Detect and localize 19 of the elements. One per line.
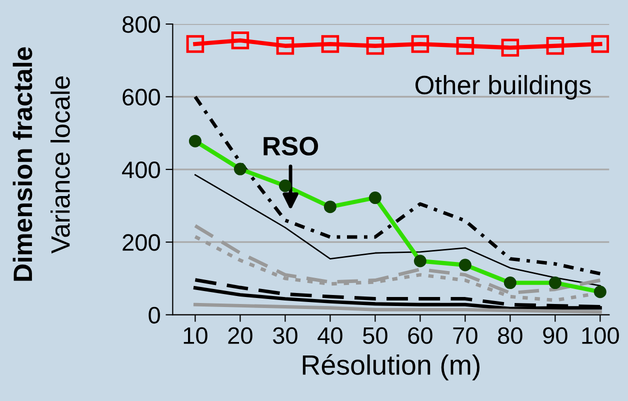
x-tick-label: 30 xyxy=(272,327,298,344)
x-tick-label: 10 xyxy=(184,327,208,344)
annotation: RSO xyxy=(264,136,318,156)
x-tick-label: 70 xyxy=(453,327,478,344)
y-tick-label: 400 xyxy=(122,161,160,178)
y-tick-label: 0 xyxy=(148,306,160,324)
y-axis-title: Dimension fractale Variance locale xyxy=(12,47,70,281)
x-tick-label: 100 xyxy=(582,327,619,344)
x-tick-label: 80 xyxy=(498,327,522,344)
x-axis-title: Résolution (m) xyxy=(302,354,480,380)
x-tick-label: 20 xyxy=(228,327,252,344)
x-tick-label: 90 xyxy=(543,327,568,344)
annotation: Other buildings xyxy=(415,75,591,100)
y-tick-label: 200 xyxy=(122,234,160,251)
y-tick-label: 600 xyxy=(122,88,160,106)
x-tick-label: 60 xyxy=(408,327,432,344)
x-tick-label: 50 xyxy=(362,327,388,344)
y-tick-label: 800 xyxy=(122,16,160,33)
x-tick-label: 40 xyxy=(318,327,342,344)
